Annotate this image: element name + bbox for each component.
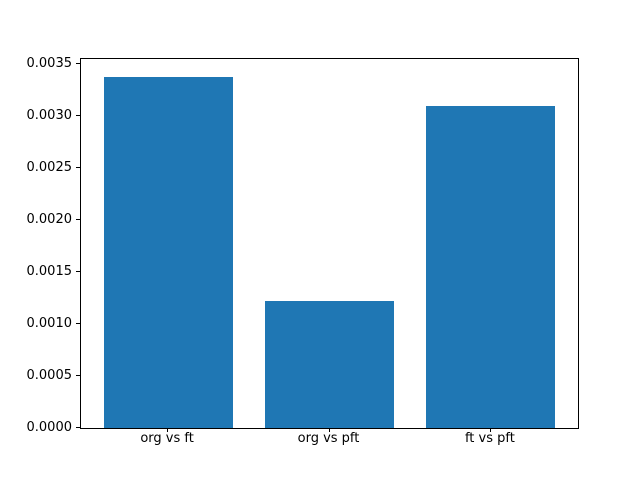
- x-tick-mark: [489, 428, 491, 432]
- y-tick-mark: [76, 219, 80, 221]
- y-tick-label: 0.0010: [26, 315, 73, 331]
- y-tick-mark: [76, 63, 80, 65]
- y-tick-mark: [76, 323, 80, 324]
- y-tick-mark: [76, 427, 80, 428]
- bar-org-vs-pft: [265, 301, 395, 428]
- y-tick-mark: [76, 271, 80, 272]
- y-tick-label: 0.0025: [26, 159, 73, 175]
- y-tick-mark: [76, 167, 80, 169]
- x-tick-mark: [328, 428, 330, 432]
- bar-ft-vs-pft: [426, 105, 556, 428]
- plot-area: [80, 58, 579, 429]
- y-tick-mark: [76, 115, 80, 117]
- x-tick-mark: [167, 428, 169, 432]
- y-tick-label: 0.0020: [26, 211, 73, 227]
- x-tick-label: org vs ft: [140, 431, 194, 446]
- x-tick-label: ft vs pft: [464, 431, 515, 446]
- y-tick-label: 0.0035: [26, 55, 73, 71]
- x-tick-label: org vs pft: [297, 431, 360, 446]
- y-tick-label: 0.0030: [26, 107, 73, 123]
- bar-org-vs-ft: [103, 76, 233, 428]
- y-tick-label: 0.0015: [26, 263, 73, 279]
- y-tick-mark: [76, 375, 80, 376]
- y-tick-label: 0.0005: [26, 367, 73, 383]
- y-tick-label: 0.0000: [26, 419, 73, 435]
